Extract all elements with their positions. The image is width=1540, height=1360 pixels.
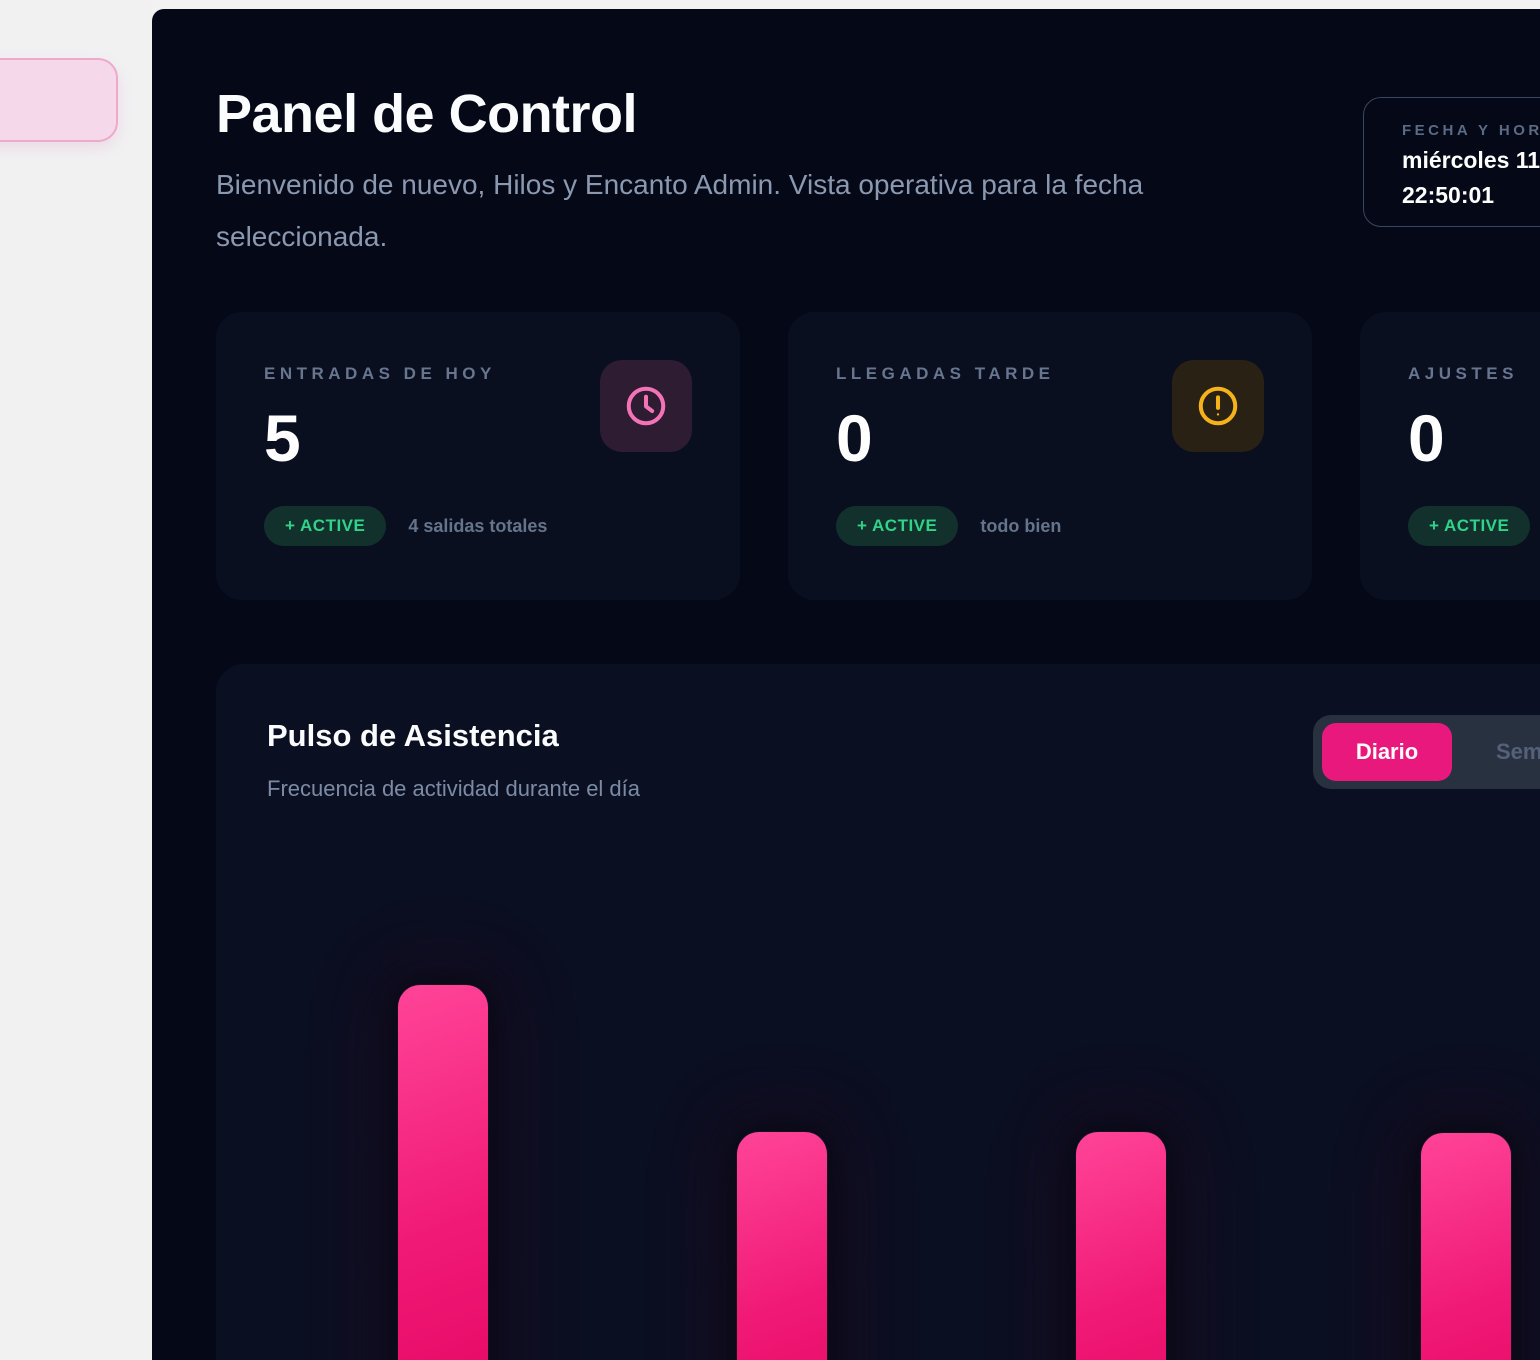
status-badge: + ACTIVE	[264, 506, 387, 546]
stat-label: LLEGADAS TARDE	[836, 364, 1055, 383]
stat-card-llegadas-tarde: LLEGADAS TARDE 0 + ACTIVE todo bien	[788, 312, 1312, 600]
stat-label: ENTRADAS DE HOY	[264, 364, 496, 383]
chart-bar-2	[737, 1132, 827, 1360]
datetime-label: FECHA Y HORA	[1402, 122, 1540, 139]
sidebar-pink-button[interactable]	[0, 58, 118, 142]
attendance-pulse-card: Pulso de Asistencia Frecuencia de activi…	[216, 664, 1540, 1360]
stat-footer: + ACTIVE todo bien	[836, 506, 1061, 546]
alert-circle-icon	[1172, 360, 1264, 452]
stat-card-entradas: ENTRADAS DE HOY 5 + ACTIVE 4 salidas tot…	[216, 312, 740, 600]
stat-footer: + ACTIVE	[1408, 506, 1540, 546]
clock-icon	[600, 360, 692, 452]
toggle-semanal[interactable]: Semanal	[1496, 739, 1540, 764]
datetime-card: FECHA Y HORA miércoles 11 22:50:01	[1363, 97, 1540, 227]
chart-subtitle: Frecuencia de actividad durante el día	[267, 776, 641, 801]
stat-footer: + ACTIVE 4 salidas totales	[264, 506, 547, 546]
dashboard-panel: Panel de Control Bienvenido de nuevo, Hi…	[152, 9, 1540, 1360]
stat-label: AJUSTES	[1408, 364, 1518, 383]
chart-bar-1	[398, 985, 488, 1360]
chart-range-toggle: Diario Semanal	[1313, 715, 1540, 789]
stat-value: 0	[1408, 401, 1445, 475]
chart-title: Pulso de Asistencia	[267, 718, 559, 753]
stat-note: todo bien	[980, 515, 1062, 536]
stats-row: ENTRADAS DE HOY 5 + ACTIVE 4 salidas tot…	[216, 312, 1540, 600]
stat-note: 4 salidas totales	[408, 515, 548, 536]
stat-value: 5	[264, 401, 301, 475]
page-subtitle: Bienvenido de nuevo, Hilos y Encanto Adm…	[216, 169, 1144, 253]
toggle-diario[interactable]: Diario	[1322, 723, 1452, 781]
page-title: Panel de Control	[216, 84, 638, 144]
datetime-time: 22:50:01	[1402, 181, 1495, 208]
left-sidebar	[0, 0, 152, 1360]
chart-bar-4	[1421, 1133, 1511, 1360]
stat-value: 0	[836, 401, 873, 475]
chart-bar-3	[1076, 1132, 1166, 1360]
status-badge: + ACTIVE	[836, 506, 959, 546]
status-badge: + ACTIVE	[1408, 506, 1531, 546]
datetime-date: miércoles 11	[1402, 147, 1540, 173]
stat-card-ajustes: AJUSTES 0 + ACTIVE	[1360, 312, 1540, 600]
